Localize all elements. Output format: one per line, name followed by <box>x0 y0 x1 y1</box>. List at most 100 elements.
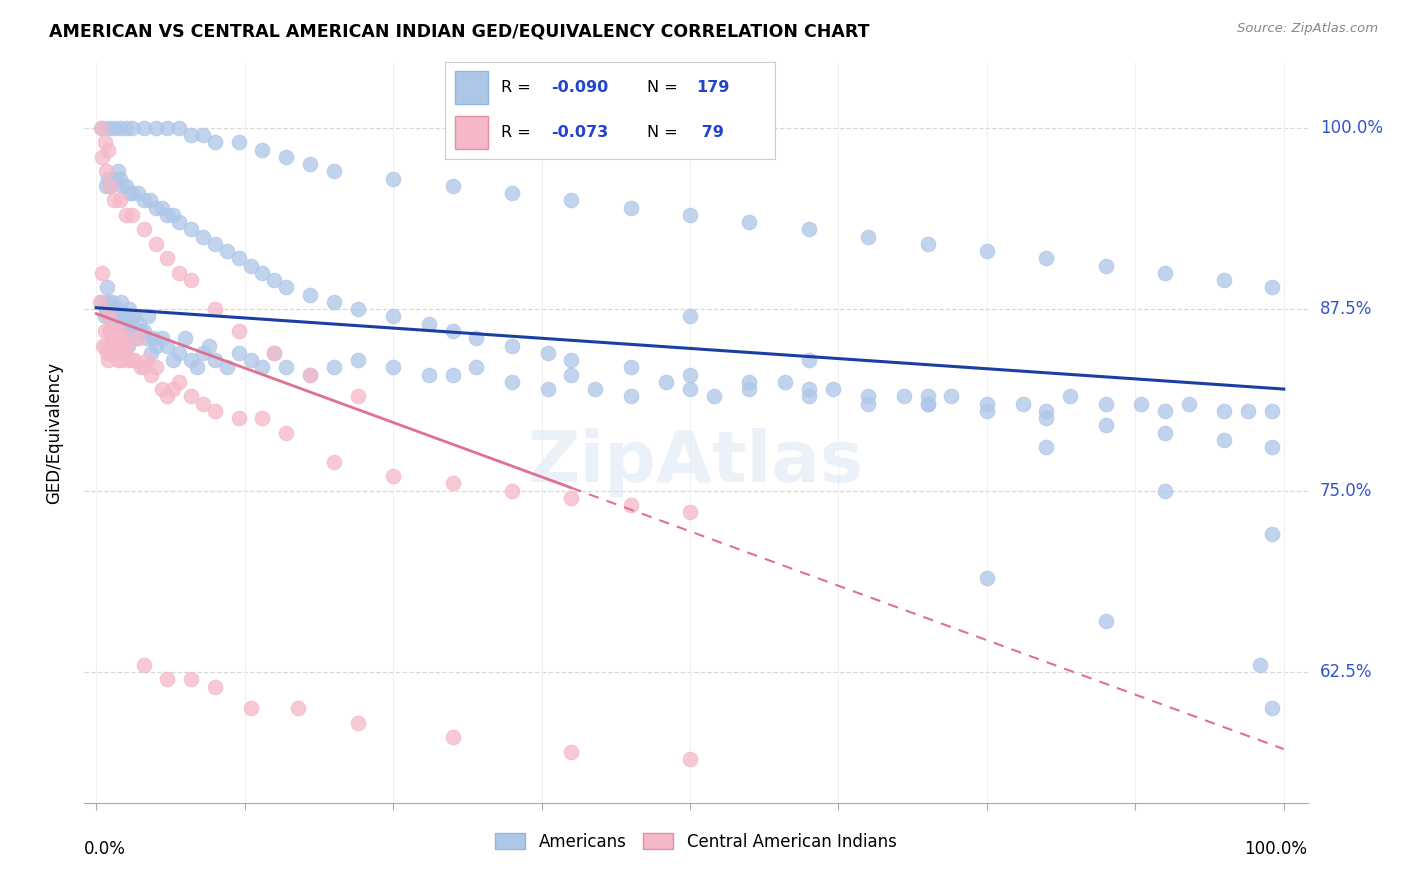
Point <box>97 120 120 135</box>
Point <box>322 360 344 375</box>
Point <box>204 236 226 251</box>
Point <box>976 244 998 259</box>
Point <box>263 345 285 359</box>
Point <box>1154 483 1177 498</box>
Point <box>91 295 114 310</box>
Point <box>501 338 523 352</box>
Point <box>121 186 143 200</box>
Point <box>536 382 558 396</box>
Point <box>252 411 274 425</box>
Point <box>382 310 405 324</box>
Point <box>976 404 998 418</box>
Point <box>1094 615 1116 629</box>
Point <box>169 215 191 229</box>
Point <box>204 136 226 150</box>
Point <box>465 360 488 375</box>
Point <box>346 302 368 317</box>
Point <box>1249 657 1271 672</box>
Point <box>169 375 191 389</box>
Point <box>117 353 139 368</box>
Point <box>128 317 150 331</box>
Point <box>1261 440 1284 454</box>
Text: ZipAtlas: ZipAtlas <box>529 428 863 497</box>
Point <box>620 201 643 215</box>
Point <box>941 389 963 403</box>
Point <box>145 201 167 215</box>
Point <box>150 201 173 215</box>
Point <box>679 506 702 520</box>
Point <box>90 120 112 135</box>
Point <box>501 375 523 389</box>
Point <box>501 186 523 200</box>
Point <box>121 310 143 324</box>
Point <box>322 455 344 469</box>
Point <box>856 396 879 410</box>
Point <box>180 222 202 236</box>
Point <box>1261 404 1284 418</box>
Point <box>1035 411 1057 425</box>
Point <box>121 120 143 135</box>
Point <box>103 310 125 324</box>
Point <box>191 229 214 244</box>
Point <box>91 266 114 280</box>
Point <box>1261 701 1284 715</box>
Point <box>418 317 440 331</box>
Point <box>856 229 879 244</box>
Point <box>346 715 368 730</box>
Point <box>560 353 582 368</box>
Point <box>204 302 226 317</box>
Point <box>94 338 117 352</box>
Point <box>98 310 121 324</box>
Point <box>150 331 173 345</box>
Point <box>118 186 141 200</box>
Point <box>135 331 157 345</box>
Point <box>97 171 120 186</box>
Y-axis label: GED/Equivalency: GED/Equivalency <box>45 361 63 504</box>
Point <box>107 164 129 178</box>
Point <box>322 164 344 178</box>
Point <box>117 338 139 352</box>
Point <box>108 331 131 345</box>
Point <box>186 360 208 375</box>
Point <box>620 360 643 375</box>
Point <box>156 208 179 222</box>
Point <box>105 338 128 352</box>
Point <box>101 345 124 359</box>
Point <box>856 389 879 403</box>
Point <box>346 353 368 368</box>
Point <box>620 389 643 403</box>
Point <box>252 266 274 280</box>
Point <box>94 164 117 178</box>
Text: 62.5%: 62.5% <box>1320 663 1372 681</box>
Point <box>501 483 523 498</box>
Point <box>145 236 167 251</box>
Point <box>298 287 321 301</box>
Point <box>97 353 120 368</box>
Point <box>441 368 464 382</box>
Point <box>121 353 143 368</box>
Point <box>180 673 202 687</box>
Point <box>162 208 184 222</box>
Point <box>180 389 202 403</box>
Point <box>917 396 939 410</box>
Text: 87.5%: 87.5% <box>1320 301 1372 318</box>
Point <box>441 476 464 491</box>
Point <box>239 701 262 715</box>
Point <box>180 353 202 368</box>
Point <box>441 731 464 745</box>
Point <box>93 338 115 352</box>
Point <box>560 491 582 505</box>
Point <box>821 382 844 396</box>
Point <box>560 194 582 208</box>
Point <box>1154 425 1177 440</box>
Point <box>1094 418 1116 433</box>
Text: 100.0%: 100.0% <box>1320 119 1384 136</box>
Point <box>917 396 939 410</box>
Point <box>215 360 238 375</box>
Point <box>156 120 179 135</box>
Point <box>132 360 155 375</box>
Point <box>797 382 820 396</box>
Point <box>322 295 344 310</box>
Point <box>103 194 125 208</box>
Point <box>132 324 155 338</box>
